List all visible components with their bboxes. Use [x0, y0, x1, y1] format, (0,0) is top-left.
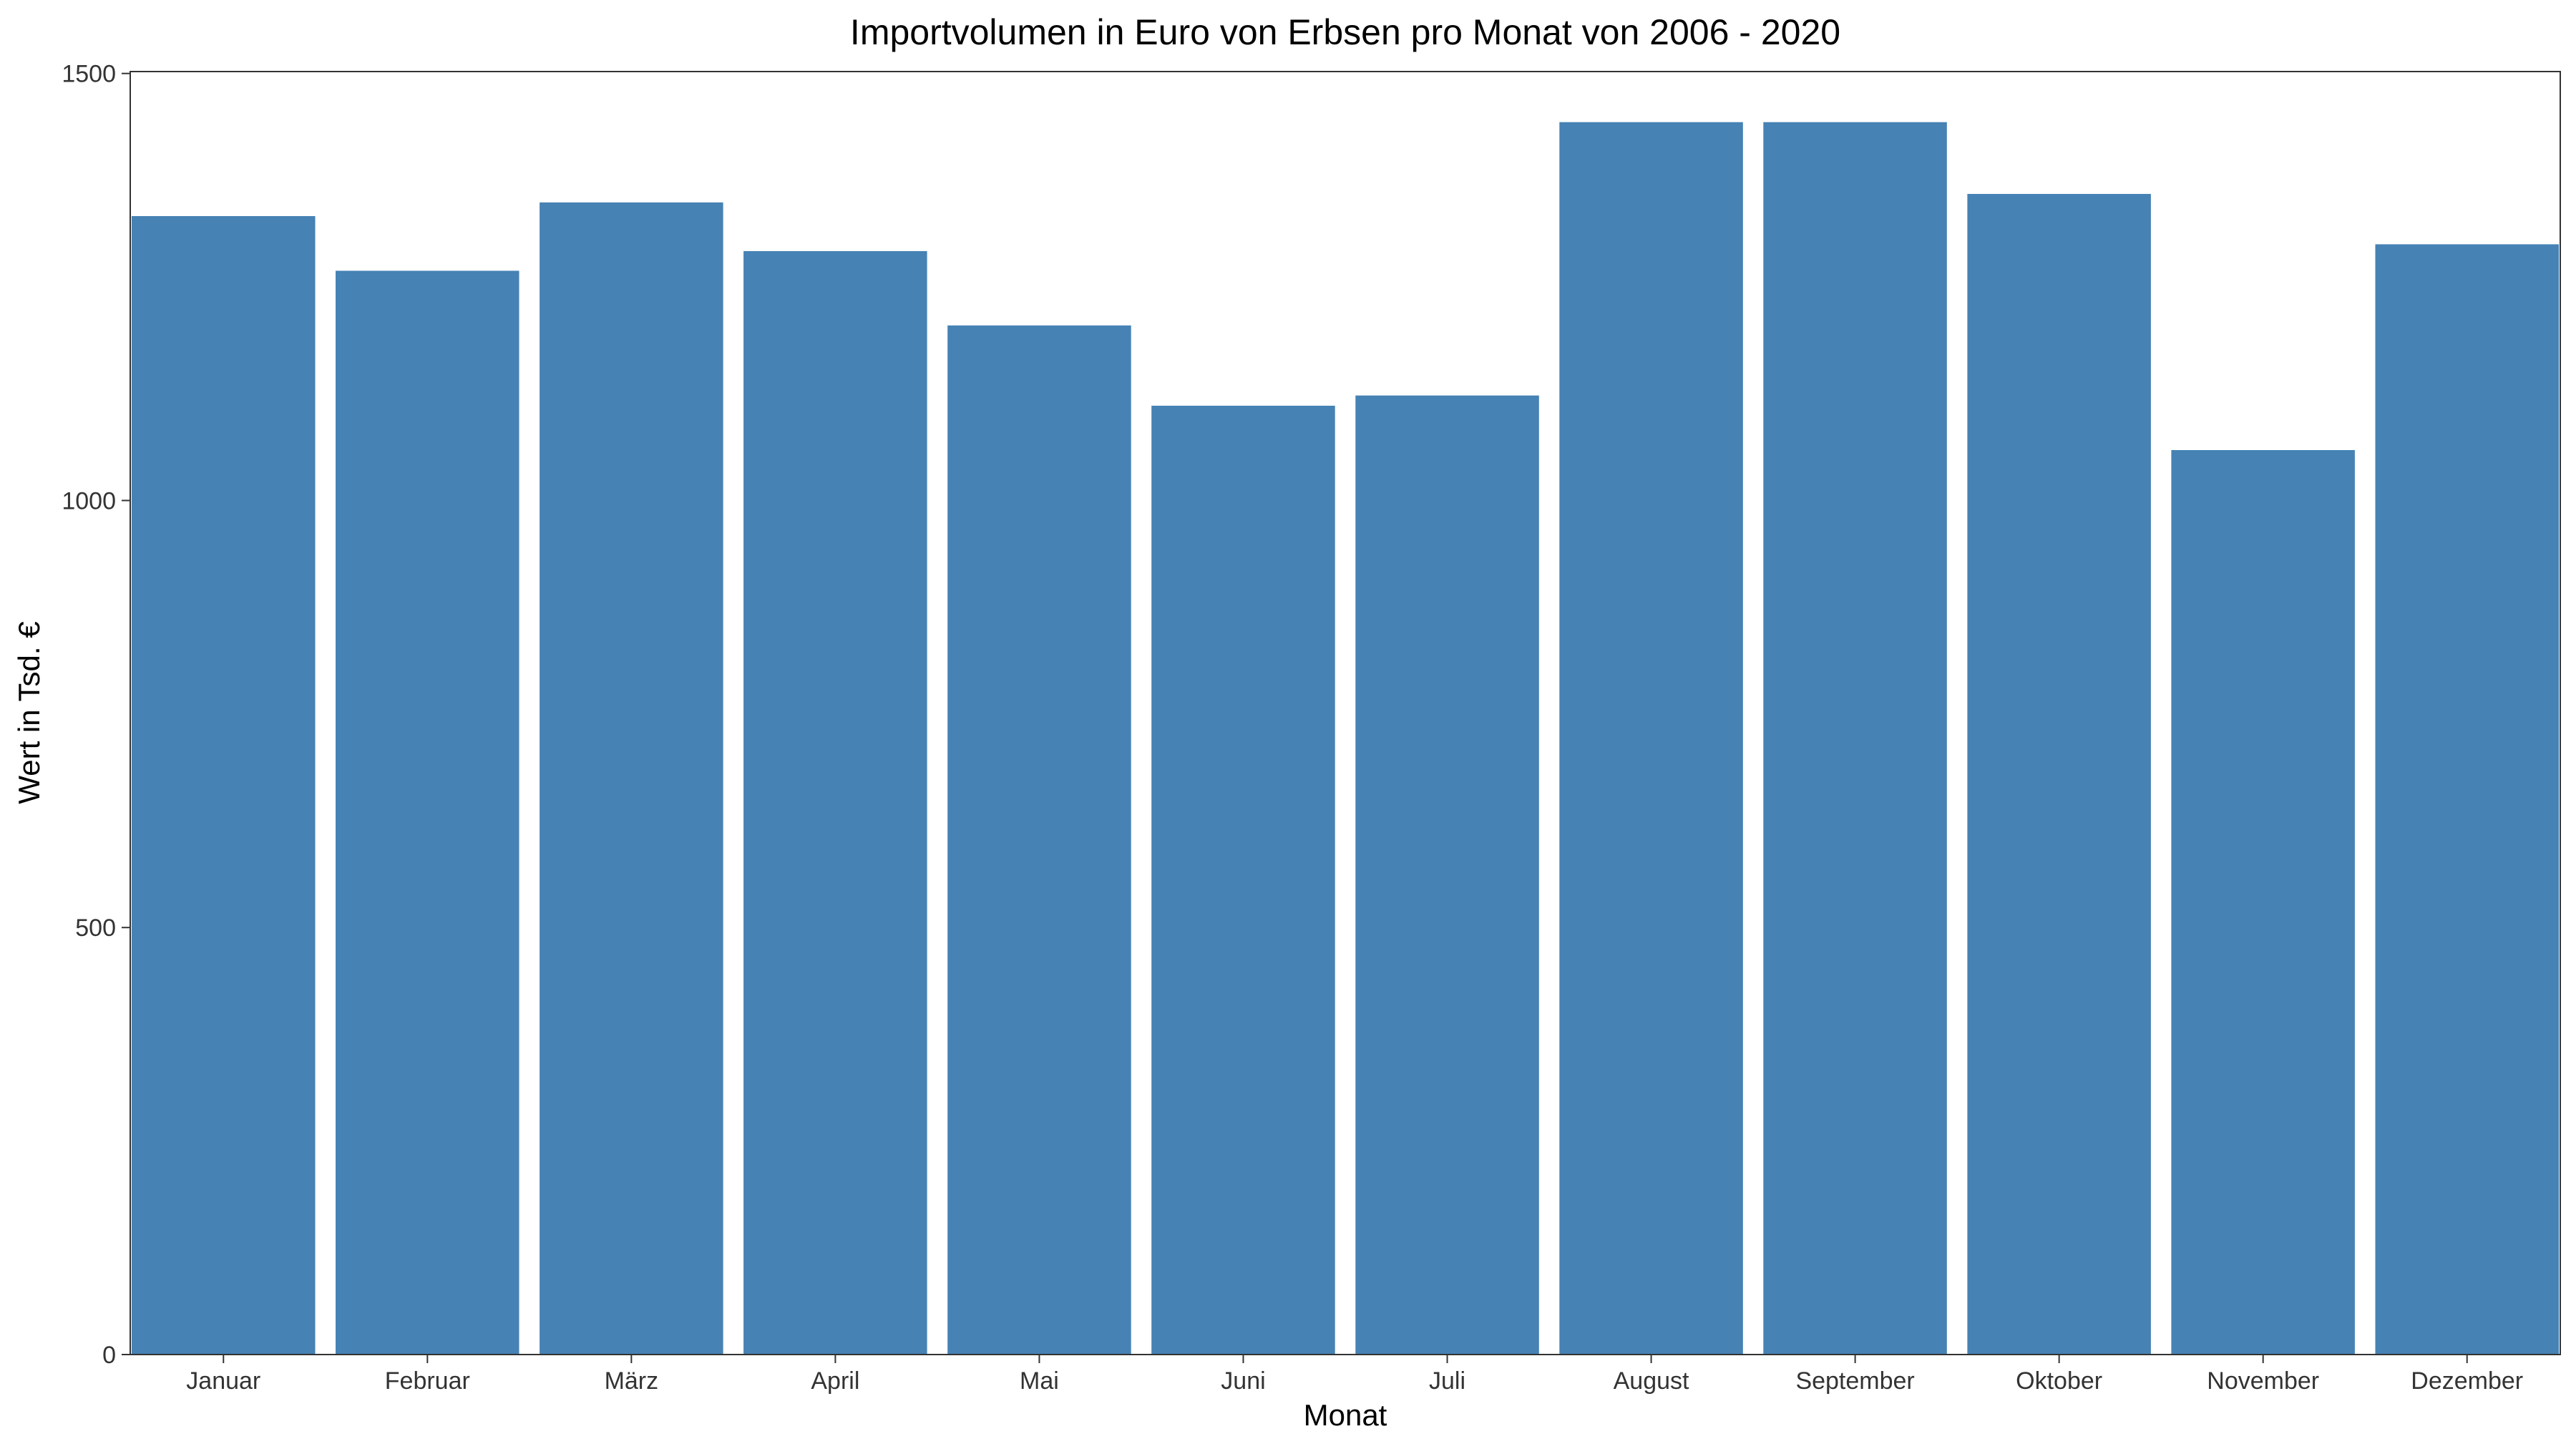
bar-oktober: [1967, 194, 2151, 1355]
x-tick-label: Januar: [186, 1367, 260, 1395]
bar-januar: [132, 216, 316, 1355]
y-tick-label: 500: [75, 914, 116, 942]
bar-september: [1763, 122, 1947, 1355]
y-tick-label: 1500: [62, 61, 116, 88]
chart-title: Importvolumen in Euro von Erbsen pro Mon…: [850, 12, 1840, 52]
bar-juli: [1355, 395, 1539, 1355]
x-tick-label: Juni: [1221, 1367, 1265, 1395]
x-axis-title: Monat: [1304, 1398, 1387, 1432]
x-tick-label: Februar: [385, 1367, 470, 1395]
x-tick-label: November: [2207, 1367, 2319, 1395]
y-axis: 0 500 1000 1500: [62, 61, 130, 1369]
x-tick-label: Oktober: [2016, 1367, 2102, 1395]
bar-april: [743, 250, 927, 1355]
x-tick-label: Dezember: [2411, 1367, 2523, 1395]
x-tick-label: Juli: [1429, 1367, 1465, 1395]
y-tick-label: 0: [102, 1342, 116, 1369]
x-tick-label: April: [811, 1367, 859, 1395]
x-tick-label: September: [1795, 1367, 1914, 1395]
x-tick-label: März: [605, 1367, 659, 1395]
x-tick-label: August: [1614, 1367, 1689, 1395]
x-tick-label: Mai: [1020, 1367, 1059, 1395]
x-axis: Januar Februar März April Mai Juni Juli August S…: [186, 1355, 2523, 1395]
bars-group: [132, 122, 2559, 1355]
bar-juni: [1151, 406, 1335, 1355]
y-axis-title: Wert in Tsd. €: [12, 621, 46, 804]
y-tick-label: 1000: [62, 487, 116, 514]
bar-märz: [540, 202, 723, 1355]
bar-november: [2171, 450, 2355, 1355]
bar-mai: [947, 325, 1131, 1355]
bar-februar: [336, 270, 519, 1355]
plot-panel-border: [130, 71, 2561, 1355]
bar-august: [1559, 122, 1743, 1355]
bar-dezember: [2375, 244, 2559, 1355]
